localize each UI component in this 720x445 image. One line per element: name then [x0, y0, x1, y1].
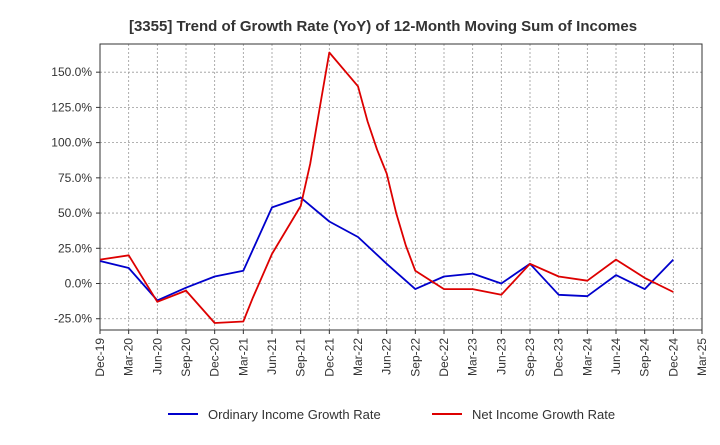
- y-tick-label: 0.0%: [65, 277, 93, 291]
- net-income-line: [99, 51, 674, 324]
- x-tick-label: Mar-25: [695, 338, 709, 376]
- x-tick-label: Jun-22: [380, 338, 394, 375]
- x-tick-label: Mar-22: [351, 338, 365, 376]
- y-tick-label: 50.0%: [58, 206, 92, 220]
- x-tick-label: Sep-21: [294, 338, 308, 377]
- y-tick-label: 100.0%: [51, 136, 92, 150]
- y-tick-label: -25.0%: [54, 312, 92, 326]
- plot-area-frame: [99, 43, 703, 331]
- x-tick-label: Dec-22: [437, 338, 451, 377]
- x-tick-label: Dec-23: [552, 338, 566, 377]
- legend-label-ordinary-income: Ordinary Income Growth Rate: [208, 407, 381, 422]
- x-tick-label: Dec-19: [93, 338, 107, 377]
- x-tick-label: Mar-23: [466, 338, 480, 376]
- x-tick-label: Sep-20: [179, 338, 193, 377]
- x-tick-label: Sep-23: [523, 338, 537, 377]
- y-tick-label: 25.0%: [58, 241, 92, 255]
- x-tick-label: Sep-24: [638, 338, 652, 377]
- x-tick-label: Dec-20: [208, 338, 222, 377]
- y-tick-label: 150.0%: [51, 65, 92, 79]
- y-tick-label: 75.0%: [58, 171, 92, 185]
- x-tick-label: Jun-24: [609, 338, 623, 375]
- x-tick-label: Sep-22: [408, 338, 422, 377]
- x-tick-label: Jun-23: [494, 338, 508, 375]
- x-tick-label: Dec-24: [666, 338, 680, 377]
- x-tick-label: Mar-21: [236, 338, 250, 376]
- y-tick-label: 125.0%: [51, 100, 92, 114]
- chart-title: [3355] Trend of Growth Rate (YoY) of 12-…: [129, 18, 637, 35]
- x-tick-label: Mar-24: [580, 338, 594, 376]
- legend-label-net-income: Net Income Growth Rate: [472, 407, 615, 422]
- x-tick-label: Jun-21: [265, 338, 279, 375]
- x-tick-label: Jun-20: [150, 338, 164, 375]
- x-tick-label: Dec-21: [322, 338, 336, 377]
- ordinary-income-line: [99, 196, 674, 302]
- x-tick-label: Mar-20: [122, 338, 136, 376]
